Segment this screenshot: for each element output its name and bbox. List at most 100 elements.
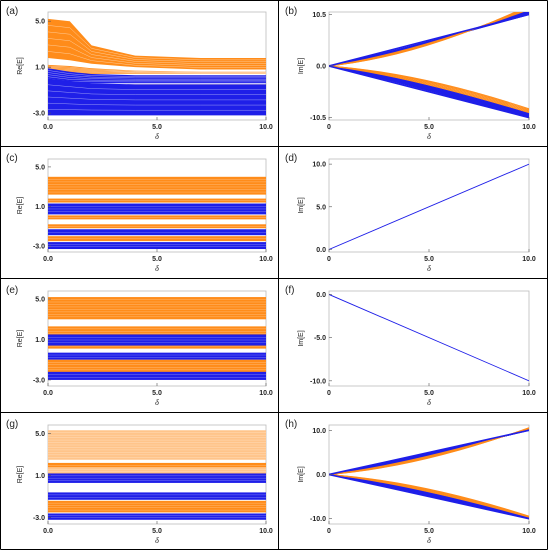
y-tick-label-0: 5.0 [35,297,45,304]
panel-label: (f) [285,285,294,296]
fan-lower-edge [329,473,529,520]
x-tick-label-0: 0.0 [43,528,53,535]
fan-lower-curve-13 [329,65,529,110]
x-tick-label-1: 5.0 [152,124,162,131]
plot-content [329,163,529,250]
x-tick-label-2: 10.0 [522,528,536,535]
series-line-0 [329,294,529,382]
x-axis-label: δ [155,132,159,141]
y-tick-label-2: -3.0 [33,244,45,251]
y-tick-label-1: 1.0 [35,65,45,72]
plot-content [48,18,266,116]
band-4 [48,492,266,500]
x-tick-label-1: 5.0 [424,256,434,263]
band-0-line-2 [48,31,266,63]
y-tick-label-0: 10.5 [312,12,326,19]
y-tick-label-0: 10.0 [312,428,326,435]
y-axis-label: Im[E] [298,58,305,74]
y-tick-label-1: 1.0 [35,473,45,480]
band-6 [48,513,266,520]
plot-content [48,430,266,520]
y-tick-label-0: 10.0 [312,162,326,169]
y-tick-label-2: -10.0 [310,378,326,385]
panel-label: (e) [6,285,18,296]
y-tick-label-2: -3.0 [33,377,45,384]
y-tick-label-2: -3.0 [33,111,45,118]
band-2-line-4 [48,76,266,81]
y-axis-label: Im[E] [298,197,305,213]
y-axis-label: Re[E] [17,197,24,215]
band-5 [48,371,266,380]
band-2-line-2 [48,72,266,79]
panel-g: (g) 5.0 1.0 -3.0 0.0 5.0 10.0 δ Re[E] [6,419,273,545]
band-5 [48,500,266,513]
y-tick-label-0: 5.0 [35,164,45,171]
y-axis-label: Re[E] [17,57,24,75]
x-axis-label: δ [427,536,431,545]
y-tick-label-1: 0.0 [316,472,326,479]
x-tick-label-0: 0 [327,124,331,131]
plot-content [329,427,529,520]
band-0-line-1 [48,25,266,61]
fan-lower-edge [329,65,529,119]
y-tick-label-2: -10.5 [310,115,326,122]
y-tick-label-2: 0.0 [316,247,326,254]
x-tick-label-1: 5.0 [424,528,434,535]
x-tick-label-2: 10.0 [259,124,273,131]
panel-c: (c) 5.0 1.0 -3.0 0.0 5.0 10.0 δ Re[E] [6,153,273,273]
band-2-line-1 [48,70,266,77]
x-axis-label: δ [427,398,431,407]
band-4-line-4 [48,102,266,106]
band-2-line-3 [48,74,266,80]
band-4-line-3 [48,96,266,101]
band-1-line-3 [48,68,266,74]
x-tick-label-0: 0 [327,390,331,397]
x-axis-label: δ [155,536,159,545]
y-axis-label: Im[E] [298,466,305,482]
x-tick-label-0: 0.0 [43,256,53,263]
x-tick-label-2: 10.0 [522,256,536,263]
x-axis-label: δ [155,398,159,407]
x-tick-label-0: 0 [327,528,331,535]
plot-content [329,294,529,382]
panel-a: (a) 5.0 1.0 -3.0 0.0 5.0 10.0 δ Re[E] [6,6,273,141]
y-tick-label-1: 0.0 [316,64,326,71]
x-tick-label-1: 5.0 [152,256,162,263]
y-tick-label-1: -5.0 [314,335,326,342]
x-tick-label-1: 5.0 [152,390,162,397]
y-tick-label-2: -3.0 [33,515,45,522]
band-1 [48,64,266,75]
y-axis-label: Im[E] [298,330,305,346]
x-tick-label-2: 10.0 [259,390,273,397]
x-axis-label: δ [155,264,159,273]
fan-lower-curve-13 [329,474,529,517]
panel-label: (a) [6,6,18,17]
band-0 [48,176,266,195]
band-0 [48,297,266,320]
fan-upper-curve-13 [329,12,516,67]
y-tick-label-1: 5.0 [316,204,326,211]
band-0-line-5 [48,51,266,68]
x-tick-label-2: 10.0 [259,528,273,535]
band-0 [48,18,266,70]
band-4-line-1 [48,84,266,90]
band-1-line-4 [48,69,266,74]
x-tick-label-1: 5.0 [424,124,434,131]
x-axis-label: δ [427,264,431,273]
x-tick-label-2: 10.0 [259,256,273,263]
band-4-line-2 [48,90,266,95]
fan-upper-edge [329,429,529,476]
y-tick-label-1: 1.0 [35,204,45,211]
plot-content [48,297,266,380]
band-4-line-5 [48,109,266,111]
plot-area [328,158,530,253]
x-tick-label-1: 5.0 [424,390,434,397]
x-tick-label-0: 0.0 [43,124,53,131]
plot-area [328,290,530,387]
panel-f: (f) 0.0 -5.0 -10.00 5.0 10.0 δ Im[E] [285,285,536,407]
x-tick-label-2: 10.0 [522,390,536,397]
x-tick-label-1: 5.0 [152,528,162,535]
fan-upper-edge [329,13,529,67]
y-tick-label-0: 5.0 [35,431,45,438]
